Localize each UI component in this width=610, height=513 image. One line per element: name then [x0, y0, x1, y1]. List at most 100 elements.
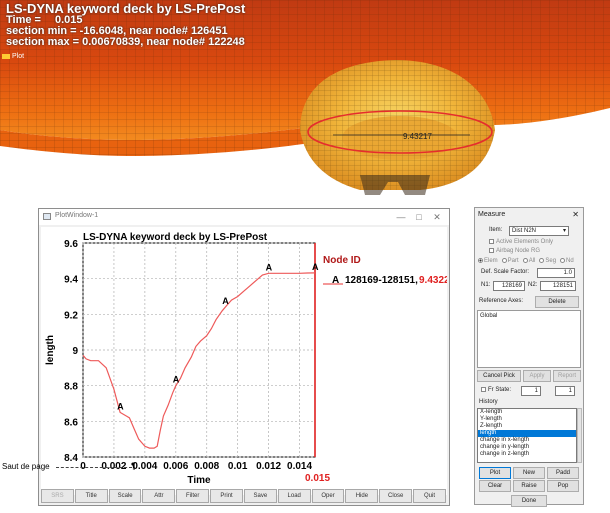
toolbar-print-button[interactable]: Print: [210, 489, 243, 503]
minimize-button[interactable]: —: [396, 212, 406, 222]
toolbar-srs-button[interactable]: SRS: [41, 489, 74, 503]
radio-nd[interactable]: Nd: [560, 258, 574, 264]
plot-window-titlebar[interactable]: PlotWindow-1 — □ ✕: [39, 209, 449, 225]
reference-axes-label: Reference Axes:: [479, 298, 524, 304]
plot-legend-tag: Plot: [2, 53, 24, 60]
radio-dot-icon: [501, 258, 507, 263]
window-app-icon: [43, 213, 51, 220]
y-tick-label: 8.8: [64, 382, 78, 393]
toolbar-load-button[interactable]: Load: [277, 489, 311, 503]
section-min-readout: section min = -16.6048, near node# 12645…: [6, 25, 228, 37]
radio-elem[interactable]: Elem: [478, 258, 498, 264]
radio-seg[interactable]: Seg: [539, 258, 556, 264]
fe-mesh-render[interactable]: 9.43217: [0, 0, 610, 210]
history-item[interactable]: length: [478, 430, 576, 437]
chart-title: LS-DYNA keyword deck by LS-PrePost: [83, 232, 268, 243]
maximize-button[interactable]: □: [416, 212, 422, 222]
fr-state-from-field[interactable]: 1: [521, 386, 541, 396]
plot-button[interactable]: Plot: [479, 467, 511, 479]
n2-label: N2:: [528, 282, 538, 288]
x-tick-label: 0.01: [228, 461, 248, 472]
x-axis-label: Time: [187, 475, 211, 486]
time-readout: Time = 0.015: [6, 14, 83, 26]
toolbar-close-button[interactable]: Close: [379, 489, 413, 503]
history-label: History: [479, 399, 498, 405]
toolbar-title-button[interactable]: Title: [74, 489, 108, 503]
length-time-chart[interactable]: 8.4 8.6 8.8 9 9.2 9.4 9.6 0 0.002 0.004 0.006 0.008…: [41, 227, 447, 495]
n1-label: N1:: [481, 282, 491, 288]
series-marker: A: [312, 262, 319, 272]
radio-part[interactable]: Part: [501, 258, 519, 265]
toolbar-save-button[interactable]: Save: [243, 489, 277, 503]
checkbox-icon: [489, 239, 494, 244]
x-tick-label: 0: [80, 461, 86, 472]
toolbar-quit-button[interactable]: Quit: [413, 489, 446, 503]
reference-axes-list[interactable]: Global: [477, 310, 581, 368]
history-item[interactable]: change in x-length: [480, 437, 530, 443]
active-elements-label: Active Elements Only: [496, 239, 554, 246]
done-button[interactable]: Done: [511, 495, 547, 507]
plot-window: PlotWindow-1 — □ ✕ 8.4 8.6 8.8 9 9.2 9.4 9.6 0 0…: [38, 208, 450, 506]
airbag-rg-checkbox[interactable]: Airbag Node RG: [489, 248, 540, 254]
defl-scale-field[interactable]: 1.0: [537, 268, 575, 278]
fr-state-label: Fr State:: [488, 387, 512, 394]
radio-label: Nd: [566, 258, 574, 265]
toolbar-filter-button[interactable]: Filter: [176, 489, 210, 503]
radio-label: Part: [507, 258, 519, 265]
item-select[interactable]: Dist N2N ▾: [509, 226, 569, 236]
cancel-pick-button[interactable]: Cancel Pick: [477, 370, 521, 382]
series-line: [82, 272, 316, 449]
plot-color-swatch: [2, 53, 10, 59]
history-scrollbar[interactable]: [577, 408, 582, 463]
clear-button[interactable]: Clear: [479, 480, 511, 492]
n2-field[interactable]: 128151: [540, 281, 576, 291]
radio-all[interactable]: All: [522, 258, 536, 265]
plot-canvas[interactable]: 8.4 8.6 8.8 9 9.2 9.4 9.6 0 0.002 0.004 0.006 0.008…: [41, 227, 447, 495]
apply-button[interactable]: Apply: [523, 370, 551, 382]
item-select-value: Dist N2N: [512, 228, 537, 234]
time-value: 0.015: [54, 14, 83, 26]
time-label: Time =: [6, 14, 41, 26]
series-marker: A: [173, 375, 180, 385]
active-elements-checkbox[interactable]: Active Elements Only: [489, 239, 553, 245]
measure-close-button[interactable]: ✕: [572, 210, 579, 219]
toolbar-oper-button[interactable]: Oper: [311, 489, 345, 503]
report-button[interactable]: Report: [553, 370, 581, 382]
raise-button[interactable]: Raise: [513, 480, 545, 492]
pick-type-radio-group: Elem Part All Seg Nd: [478, 258, 578, 264]
y-tick-label: 9.6: [64, 239, 78, 250]
axes-list-item[interactable]: Global: [480, 313, 498, 319]
x-tick-label: 0.002: [101, 461, 126, 472]
legend-header: Node ID: [323, 255, 361, 266]
pop-button[interactable]: Pop: [547, 480, 579, 492]
padd-button[interactable]: Padd: [547, 467, 579, 479]
fr-state-to-field[interactable]: 1: [555, 386, 575, 396]
measure-panel: Measure ✕ Item: Dist N2N ▾ Active Element…: [474, 207, 584, 507]
new-button[interactable]: New: [513, 467, 545, 479]
y-tick-label: 9: [72, 346, 78, 357]
checkbox-icon: [481, 387, 486, 392]
radio-label: All: [528, 258, 536, 265]
history-item[interactable]: Z-length: [480, 423, 503, 429]
n1-field[interactable]: 128169: [493, 281, 525, 291]
x-tick-label: 0.014: [287, 461, 312, 472]
checkbox-icon: [489, 248, 494, 253]
y-tick-label: 8.4: [64, 453, 78, 464]
y-axis-label: length: [45, 335, 56, 365]
toolbar-attr-button[interactable]: Attr: [142, 489, 176, 503]
radio-dot-icon: [522, 258, 528, 263]
fe-model-viewport[interactable]: 9.43217 LS-DYNA keyword deck by LS-PrePo…: [0, 0, 610, 210]
history-item[interactable]: change in z-length: [480, 451, 530, 457]
history-list[interactable]: X-length Y-length Z-length length change in …: [477, 408, 577, 463]
history-item[interactable]: Y-length: [480, 416, 502, 422]
close-window-button[interactable]: ✕: [433, 212, 441, 222]
toolbar-scale-button[interactable]: Scale: [108, 489, 142, 503]
history-item[interactable]: change in y-length: [480, 444, 530, 450]
plot-tag-label: Plot: [12, 53, 25, 60]
delete-button[interactable]: Delete: [535, 296, 579, 308]
measure-title: Measure: [478, 211, 506, 218]
fr-state-checkbox[interactable]: Fr State:: [481, 387, 511, 393]
toolbar-hide-button[interactable]: Hide: [345, 489, 379, 503]
radio-dot-icon: [478, 258, 483, 263]
history-item[interactable]: X-length: [480, 409, 503, 415]
